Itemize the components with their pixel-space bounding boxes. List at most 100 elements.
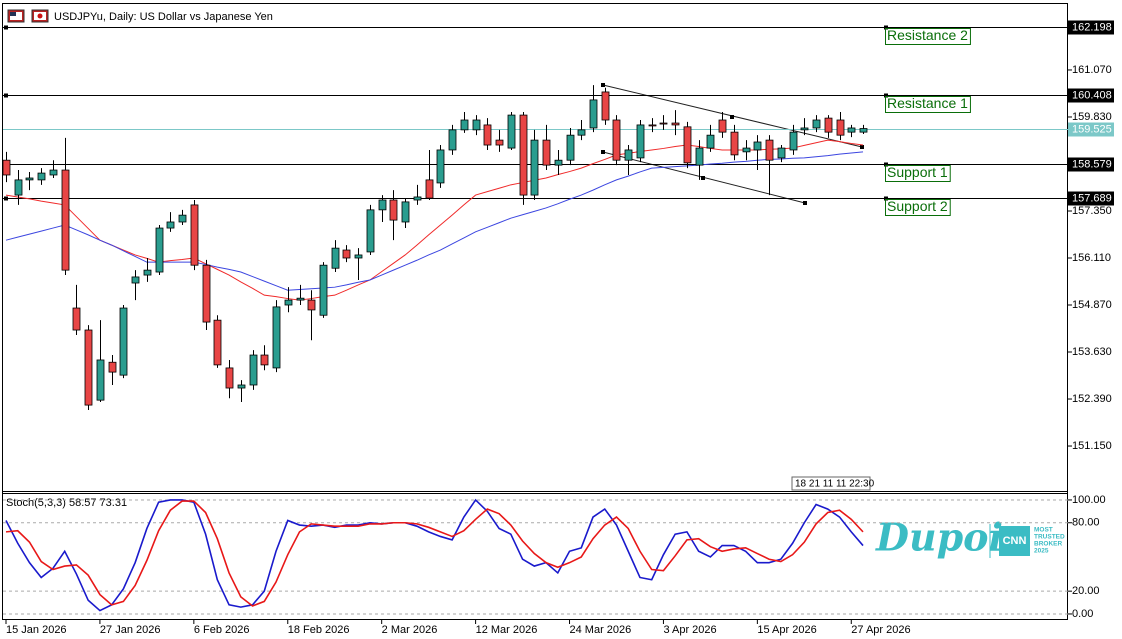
countdown-box [791, 476, 871, 491]
y-tick-label: 80.00 [1072, 517, 1100, 529]
candle-body [589, 99, 598, 129]
chart-title: USDJPYu, Daily: US Dollar vs Japanese Ye… [54, 11, 273, 23]
level-price: 157.689 [1072, 192, 1112, 204]
candle-body [824, 117, 833, 133]
candle-body [566, 134, 575, 161]
candle-body [413, 196, 422, 201]
symbol-icon [7, 9, 49, 23]
level-name-box [885, 165, 951, 182]
candle-body [730, 131, 739, 156]
candle-body [507, 114, 516, 149]
candle-body [119, 307, 128, 376]
candle-body [847, 127, 856, 133]
moving-average [5, 139, 864, 301]
candle-body [836, 119, 845, 136]
candle-body [366, 209, 375, 253]
x-tick-label: 3 Apr 2026 [663, 624, 716, 636]
candle-body [166, 221, 175, 229]
level-price-box [1068, 157, 1114, 172]
level-price-box [1068, 20, 1114, 35]
candle-body [143, 269, 152, 276]
level-name: Resistance 2 [887, 27, 968, 43]
y-tick-label: 151.150 [1072, 440, 1112, 452]
candle-body [389, 199, 398, 221]
candle-body [859, 128, 868, 133]
candle-body [331, 247, 340, 269]
candle-body [519, 114, 528, 196]
current-price: 159.525 [1072, 123, 1112, 135]
candle-body [307, 299, 316, 311]
level-anchor [4, 25, 8, 30]
candle-body [695, 147, 704, 166]
logo-badge: CNN [1003, 535, 1027, 547]
candle-body [237, 384, 246, 389]
logo: Dupoin CNN MOST TRUSTED BROKER 2025 [875, 515, 1065, 560]
candle-body [448, 129, 457, 151]
candle-body [718, 119, 727, 133]
y-tick-label: 157.350 [1072, 205, 1112, 217]
level-name-box [885, 199, 951, 216]
candle-body [249, 354, 258, 386]
candle-body [436, 149, 445, 184]
candle-body [425, 179, 434, 199]
candle-body [601, 91, 610, 121]
candle-body [25, 177, 34, 181]
y-tick-label: 156.110 [1072, 252, 1111, 264]
candle-body [319, 264, 328, 316]
candle-body [272, 306, 281, 369]
level-name: Support 2 [887, 198, 948, 214]
logo-line: 2025 [1034, 548, 1049, 555]
candle-body [190, 204, 199, 266]
indicator-title: Stoch(5,3,3) 58.57 73.31 [6, 497, 127, 509]
candle-body [178, 214, 187, 223]
candle-body [789, 131, 798, 151]
logo-line: MOST [1034, 527, 1053, 534]
candle-body [800, 127, 809, 131]
candle-body [542, 139, 551, 166]
level-anchor [884, 25, 888, 30]
candle-body [378, 199, 387, 211]
candle-body [659, 122, 668, 125]
candle-body [213, 319, 222, 366]
candle-body [460, 119, 469, 131]
y-tick-label: 152.390 [1072, 393, 1112, 405]
candle-body [530, 139, 539, 196]
logo-line: TRUSTED [1034, 534, 1065, 541]
frame [2, 3, 1068, 620]
candle-body [84, 329, 93, 406]
x-tick-label: 18 Feb 2026 [288, 624, 350, 636]
level-anchor [4, 93, 8, 98]
candle-body [753, 141, 762, 151]
level-price-box [1068, 191, 1114, 206]
candle-body [296, 297, 305, 301]
candle-body [72, 307, 81, 331]
candle-body [812, 119, 821, 129]
candle-body [671, 122, 680, 126]
level-name: Resistance 1 [887, 95, 968, 111]
level-anchor [884, 93, 888, 98]
stoch-line [5, 498, 864, 612]
level-name: Support 1 [887, 164, 948, 180]
candle-body [706, 134, 715, 149]
y-tick-label: 154.870 [1072, 299, 1112, 311]
candle-body [155, 227, 164, 273]
level-name-box [885, 96, 971, 113]
candle-body [495, 139, 504, 146]
x-tick-label: 27 Jan 2026 [100, 624, 161, 636]
level-price-box [1068, 88, 1114, 103]
y-tick-label: 0.00 [1072, 608, 1093, 620]
candle-body [260, 354, 269, 366]
y-tick-label: 161.070 [1072, 64, 1112, 76]
candle-body [472, 119, 481, 131]
x-tick-label: 27 Apr 2026 [851, 624, 910, 636]
level-anchor [884, 162, 888, 167]
level-name-box [885, 28, 971, 45]
candle-body [2, 159, 11, 176]
candle-body [202, 264, 211, 323]
moving-average [5, 151, 864, 291]
candle-body [49, 169, 58, 176]
candle-body [554, 159, 563, 166]
y-tick-label: 20.00 [1072, 585, 1100, 597]
